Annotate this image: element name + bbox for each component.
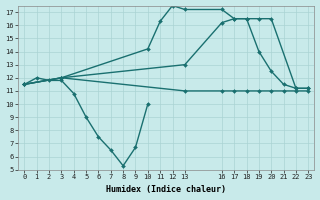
X-axis label: Humidex (Indice chaleur): Humidex (Indice chaleur) (106, 185, 226, 194)
